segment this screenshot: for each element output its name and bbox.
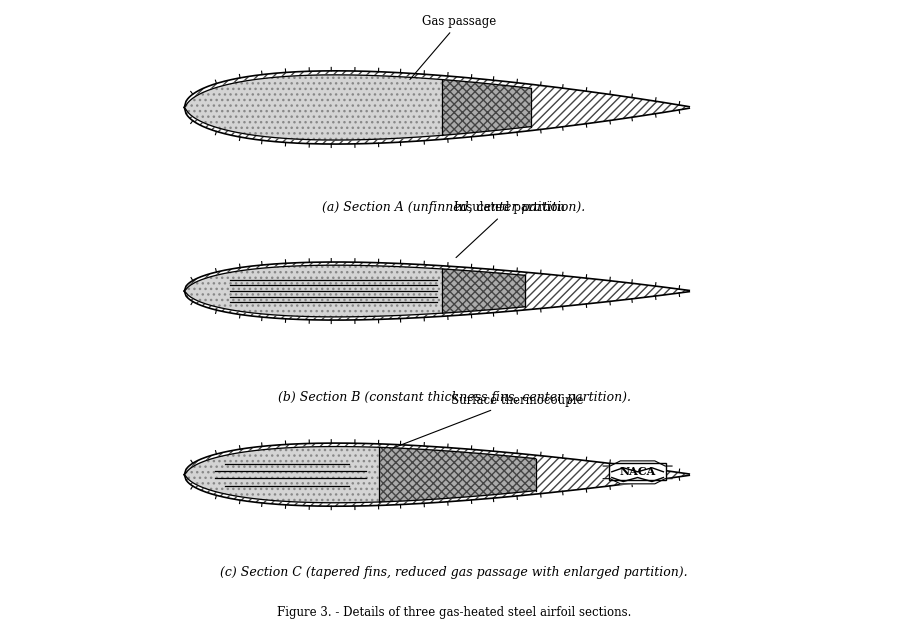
Polygon shape [184, 75, 443, 140]
Text: (b) Section B (constant thickness fins, center partition).: (b) Section B (constant thickness fins, … [278, 391, 630, 404]
Text: (c) Section C (tapered fins, reduced gas passage with enlarged partition).: (c) Section C (tapered fins, reduced gas… [220, 566, 688, 578]
Polygon shape [380, 447, 536, 502]
Polygon shape [184, 262, 689, 320]
Text: Insulated partition: Insulated partition [454, 202, 565, 257]
FancyBboxPatch shape [609, 463, 666, 480]
Polygon shape [184, 447, 380, 503]
Polygon shape [184, 443, 689, 506]
Text: Figure 3. - Details of three gas-heated steel airfoil sections.: Figure 3. - Details of three gas-heated … [277, 606, 631, 619]
Text: NACA: NACA [619, 466, 656, 477]
Polygon shape [184, 265, 443, 317]
Text: Gas passage: Gas passage [410, 15, 497, 80]
Polygon shape [603, 461, 672, 466]
Polygon shape [184, 71, 689, 144]
Polygon shape [443, 269, 526, 313]
Text: (a) Section A (unfinned, center partition).: (a) Section A (unfinned, center partitio… [322, 202, 586, 214]
Polygon shape [603, 479, 672, 484]
Polygon shape [443, 80, 530, 135]
Text: Surface thermocouple: Surface thermocouple [393, 394, 584, 448]
